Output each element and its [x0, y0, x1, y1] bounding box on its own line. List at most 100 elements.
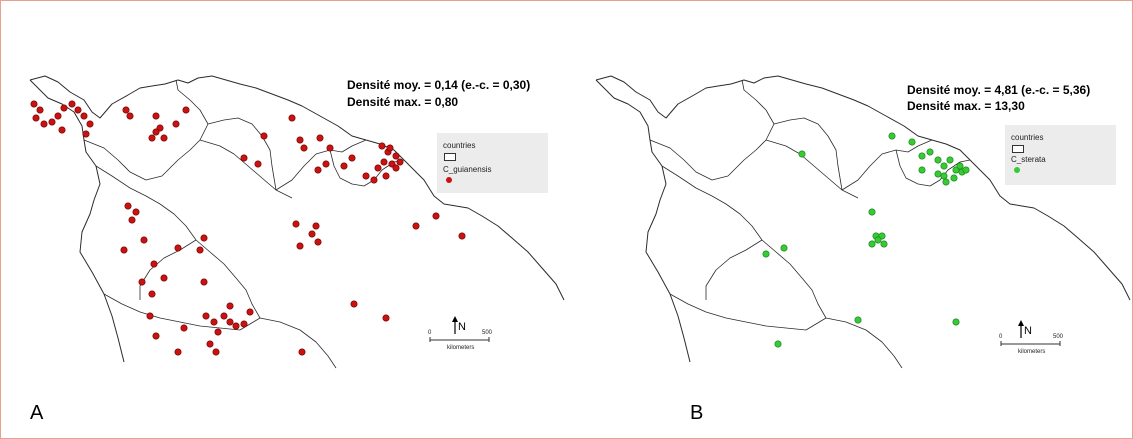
b-occurrence-point-4 — [918, 152, 926, 160]
a-occurrence-point-22 — [172, 120, 180, 128]
b-occurrence-point-13 — [918, 166, 926, 174]
a-occurrence-point-18 — [148, 134, 156, 142]
map-legend-b: countries C_sterata — [1005, 125, 1116, 185]
legend-countries-swatch-b — [1012, 145, 1024, 153]
a-occurrence-point-82 — [152, 332, 160, 340]
country-border-5 — [841, 139, 933, 191]
a-occurrence-point-66 — [138, 278, 146, 286]
scale-zero-a: 0 — [428, 330, 432, 336]
a-occurrence-point-78 — [214, 328, 222, 336]
a-occurrence-point-68 — [146, 312, 154, 320]
a-occurrence-point-19 — [160, 134, 168, 142]
scale-end-b: 500 — [1053, 334, 1064, 340]
country-border-2 — [727, 79, 775, 177]
density-mean-b: Densité moy. = 4,81 (e.-c. = 5,36) — [907, 83, 1091, 97]
a-occurrence-point-44 — [362, 172, 370, 180]
country-border-10 — [705, 239, 763, 300]
legend-species-label-a: C_guianensis — [443, 165, 492, 174]
a-occurrence-point-27 — [296, 136, 304, 144]
a-occurrence-point-43 — [370, 176, 378, 184]
b-occurrence-point-6 — [934, 156, 942, 164]
country-border-11 — [239, 317, 337, 369]
b-occurrence-point-28 — [774, 340, 782, 348]
a-occurrence-point-52 — [128, 216, 136, 224]
b-occurrence-point-10 — [956, 162, 964, 170]
a-occurrence-point-60 — [292, 220, 300, 228]
country-border-1 — [649, 139, 729, 181]
country-border-10 — [139, 239, 197, 300]
density-max-a: Densité max. = 0,80 — [347, 95, 459, 109]
a-occurrence-point-11 — [86, 120, 94, 128]
scale-unit-b: kilometers — [1018, 349, 1046, 355]
country-border-4 — [207, 117, 277, 191]
a-occurrence-point-13 — [82, 130, 90, 138]
legend-countries-label-b: countries — [1011, 133, 1044, 142]
a-occurrence-point-42 — [382, 172, 390, 180]
a-occurrence-point-48 — [458, 232, 466, 240]
b-occurrence-point-8 — [946, 156, 954, 164]
b-occurrence-point-12 — [934, 170, 942, 178]
country-border-3 — [765, 139, 859, 199]
b-occurrence-point-16 — [950, 174, 958, 182]
a-occurrence-point-54 — [120, 246, 128, 254]
a-occurrence-point-6 — [54, 112, 62, 120]
a-occurrence-point-41 — [396, 158, 404, 166]
a-occurrence-point-3 — [32, 114, 40, 122]
a-occurrence-point-23 — [240, 154, 248, 162]
a-occurrence-point-4 — [40, 120, 48, 128]
country-border-8 — [761, 239, 827, 319]
a-occurrence-point-16 — [152, 112, 160, 120]
legend-species-dot-a — [446, 177, 452, 183]
a-occurrence-point-34 — [314, 166, 322, 174]
scale-bar-line-b — [1000, 341, 1061, 346]
a-occurrence-point-61 — [312, 222, 320, 230]
coastline — [595, 75, 1131, 301]
a-occurrence-point-56 — [160, 274, 168, 282]
country-border-9 — [103, 293, 241, 331]
map-a-canvas — [29, 75, 565, 369]
north-arrow-b: N — [1018, 320, 1034, 340]
a-occurrence-point-70 — [202, 312, 210, 320]
coastline — [29, 75, 565, 301]
legend-species-dot-b — [1014, 167, 1020, 173]
a-occurrence-point-14 — [122, 106, 130, 114]
map-panel-a: Densité moy. = 0,14 (e.-c. = 0,30) Densi… — [0, 0, 566, 439]
country-border-7 — [661, 165, 763, 241]
map-legend-a: countries C_guianensis — [437, 133, 548, 193]
a-occurrence-point-31 — [322, 160, 330, 168]
b-occurrence-point-15 — [962, 166, 970, 174]
b-occurrence-point-11 — [940, 172, 948, 180]
a-occurrence-point-85 — [382, 314, 390, 322]
a-occurrence-point-45 — [386, 144, 394, 152]
country-border-7 — [95, 165, 197, 241]
b-occurrence-point-21 — [874, 236, 882, 244]
a-occurrence-point-58 — [196, 246, 204, 254]
scale-end-a: 500 — [482, 330, 493, 336]
a-occurrence-point-28 — [300, 144, 308, 152]
a-occurrence-point-75 — [240, 320, 248, 328]
a-occurrence-point-24 — [260, 132, 268, 140]
density-mean-a: Densité moy. = 0,14 (e.-c. = 0,30) — [347, 78, 531, 92]
panel-letter-a: A — [30, 402, 44, 424]
a-occurrence-point-9 — [74, 106, 82, 114]
a-occurrence-point-47 — [432, 212, 440, 220]
north-arrow-a: N — [452, 316, 468, 336]
a-occurrence-point-72 — [220, 312, 228, 320]
north-arrow-icon — [1018, 320, 1024, 338]
country-border-1 — [83, 139, 163, 181]
pacific-coastline — [29, 79, 125, 363]
a-occurrence-point-51 — [132, 208, 140, 216]
map-panel-b: Densité moy. = 4,81 (e.-c. = 5,36) Densi… — [566, 0, 1132, 439]
b-occurrence-point-22 — [868, 240, 876, 248]
a-occurrence-point-46 — [392, 164, 400, 172]
north-label-b: N — [1024, 325, 1032, 337]
a-occurrence-point-35 — [378, 142, 386, 150]
a-occurrence-point-25 — [254, 160, 262, 168]
panel-letter-b: B — [690, 402, 704, 424]
a-occurrence-point-39 — [374, 164, 382, 172]
a-occurrence-point-2 — [36, 106, 44, 114]
a-occurrence-point-69 — [180, 324, 188, 332]
b-occurrence-point-27 — [952, 318, 960, 326]
country-border-5 — [275, 139, 367, 191]
a-occurrence-point-21 — [182, 106, 190, 114]
